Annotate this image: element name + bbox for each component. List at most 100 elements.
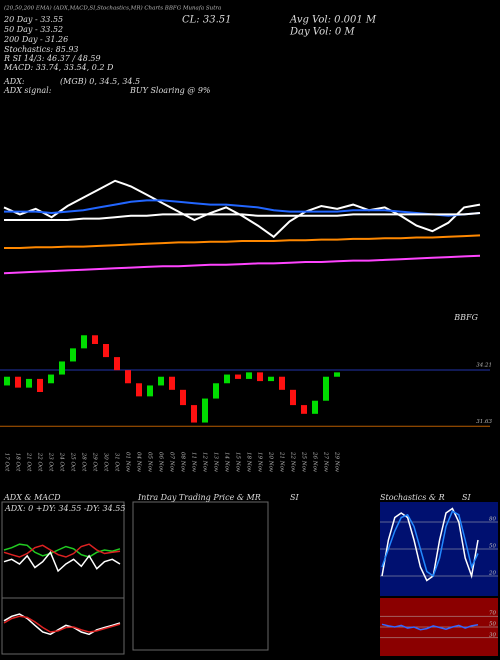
candle (180, 389, 186, 406)
panel-title: Intra Day Trading Price & MR (137, 493, 261, 502)
candle (48, 374, 54, 384)
y-tick-label: 20 (488, 571, 496, 577)
x-tick-label: 22 Nov (290, 451, 296, 473)
close: CL: 33.51 (182, 15, 231, 26)
x-tick-label: 05 Nov (147, 452, 153, 473)
line (381, 623, 479, 631)
x-tick-label: 20 Nov (268, 451, 274, 473)
line (3, 543, 121, 558)
candle (202, 398, 208, 423)
line (3, 615, 121, 633)
candle (4, 376, 10, 386)
x-tick-label: 25 Nov (301, 451, 307, 473)
candle (81, 335, 87, 349)
line (3, 254, 481, 275)
candle (136, 383, 142, 397)
y-tick-label: 31.63 (476, 419, 492, 425)
x-tick-label: 31 Oct (114, 453, 120, 472)
candle (92, 335, 98, 344)
line (3, 550, 121, 573)
candle (224, 374, 230, 384)
panel-subtitle: SI (462, 493, 471, 502)
candle (37, 378, 43, 392)
x-tick-label: 18 Oct (15, 453, 21, 472)
y-tick-label: 70 (489, 611, 496, 617)
adx-signal-value: BUY Sloaring @ 9% (129, 86, 211, 95)
line (4, 199, 481, 217)
candle (125, 370, 131, 384)
x-tick-label: 21 Oct (26, 452, 32, 472)
candle (334, 372, 340, 377)
candle (26, 378, 32, 388)
x-tick-label: 07 Nov (169, 452, 175, 473)
x-tick-label: 29 Oct (92, 452, 98, 472)
x-tick-label: 15 Nov (235, 452, 241, 473)
x-tick-label: 12 Nov (202, 452, 208, 473)
adx: ADX: (3, 77, 25, 86)
stat: R SI 14/3: 46.37 / 48.59 (3, 54, 101, 63)
line (3, 179, 481, 239)
x-tick-label: 11 Nov (191, 452, 197, 473)
adx-box (1, 501, 125, 655)
candle (15, 376, 21, 388)
x-tick-label: 27 Nov (323, 451, 329, 473)
y-tick-label: 30 (489, 632, 496, 638)
x-tick-label: 14 Nov (224, 452, 230, 473)
candle (323, 376, 329, 401)
intraday-box (132, 501, 269, 651)
panel-subtitle: SI (290, 493, 299, 502)
line (381, 507, 479, 582)
x-tick-label: 23 Oct (48, 452, 54, 472)
x-tick-label: 30 Oct (103, 453, 109, 472)
panel-title: Stochastics & R (380, 493, 445, 502)
y-tick-label: 50 (489, 544, 496, 550)
stat: Stochastics: 85.93 (4, 45, 79, 54)
stat: 20 Day - 33.55 (3, 15, 63, 24)
x-tick-label: 19 Nov (257, 452, 263, 473)
x-tick-label: 25 Oct (70, 452, 76, 472)
x-tick-label: 21 Nov (279, 451, 285, 473)
adx-signal: ADX signal: (3, 86, 52, 95)
candle (312, 400, 318, 414)
y-tick-label: 34.21 (476, 362, 492, 368)
candle (268, 376, 274, 382)
x-tick-label: 01 Nov (125, 452, 131, 473)
panel-title: ADX & MACD (3, 493, 61, 502)
candle (213, 383, 219, 399)
title: (20,50,200 EMA) (ADX,MACD,SI,Stochastics… (4, 5, 221, 12)
x-tick-label: 26 Nov (312, 451, 318, 473)
x-tick-label: 22 Oct (37, 452, 43, 472)
day-vol: Day Vol: 0 M (289, 27, 355, 38)
line (4, 212, 481, 221)
candle (191, 405, 197, 423)
x-tick-label: 24 Oct (59, 452, 65, 472)
candle (301, 405, 307, 414)
adx-value: (MGB) 0, 34.5, 34.5 (60, 77, 140, 86)
stat: 200 Day - 31.26 (3, 35, 68, 44)
candle (114, 357, 120, 371)
x-tick-label: 17 Oct (4, 453, 10, 472)
candle (257, 372, 263, 382)
candle (59, 361, 65, 375)
candle (246, 372, 252, 379)
x-tick-label: 08 Nov (180, 452, 186, 473)
adx-values: ADX: 0 +DY: 34.55 -DY: 34.55 (4, 504, 125, 513)
x-tick-label: 06 Nov (158, 452, 164, 473)
x-tick-label: 28 Oct (81, 452, 87, 472)
x-tick-label: 04 Nov (136, 452, 142, 473)
stat: 50 Day - 33.52 (4, 25, 63, 34)
y-tick-label: 50 (489, 622, 496, 628)
x-tick-label: 29 Nov (334, 451, 340, 473)
candle (70, 348, 76, 362)
candle (147, 385, 153, 397)
candle (279, 376, 285, 390)
candle (158, 376, 164, 386)
avg-vol: Avg Vol: 0.001 M (289, 15, 377, 26)
candle (235, 374, 241, 379)
candle (103, 344, 109, 358)
x-tick-label: 13 Nov (213, 452, 219, 473)
candle (169, 376, 175, 390)
candle (290, 389, 296, 406)
